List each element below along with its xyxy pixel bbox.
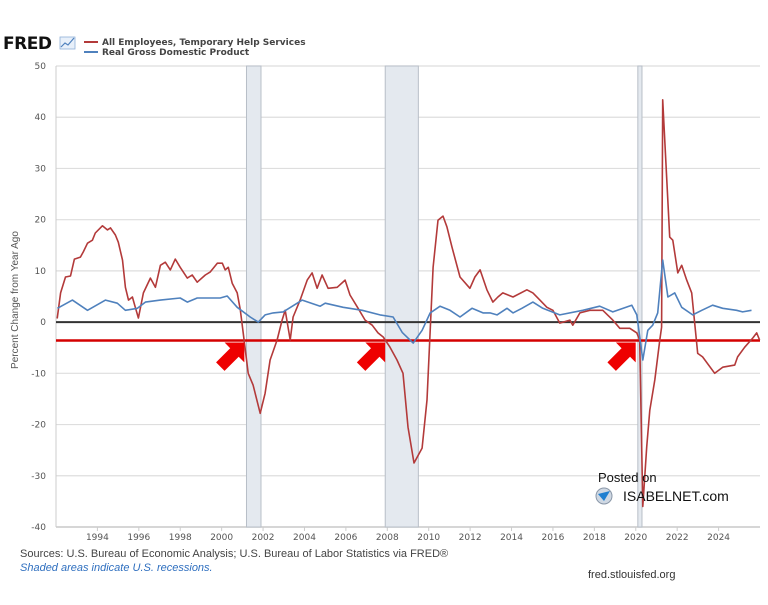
red-arrow-icon: [356, 342, 386, 371]
recession-band: [384, 65, 419, 528]
y-tick-label: 50: [35, 62, 47, 72]
y-tick-labels: 50 40 30 20 10 0 -10 -20 -30 -40: [31, 62, 46, 533]
x-tick-label: 1994: [86, 533, 109, 543]
x-tick-label: 2022: [666, 533, 689, 543]
watermark: Posted on ISABELNET.com: [595, 470, 729, 505]
reference-lines: [56, 321, 760, 342]
recession-band: [637, 65, 643, 528]
y-tick-label: -40: [31, 523, 46, 533]
x-tick-label: 1998: [169, 533, 192, 543]
arrow-shape: [607, 342, 636, 371]
arrow-shape: [356, 342, 386, 371]
isabelnet-logo-icon: [595, 487, 613, 505]
y-tick-label: 40: [35, 113, 47, 123]
x-tick-label: 1996: [127, 533, 150, 543]
recession-band: [245, 65, 262, 528]
x-tick-label: 2016: [541, 533, 564, 543]
legend: All Employees, Temporary Help Services R…: [84, 38, 306, 58]
x-tick-label: 2000: [210, 533, 233, 543]
watermark-site: ISABELNET.com: [623, 488, 729, 504]
fred-chart-icon: [59, 36, 76, 50]
y-tick-label: -30: [31, 472, 46, 482]
header: FRED All Employees, Temporary Help Servi…: [3, 34, 306, 58]
x-tick-label: 2006: [334, 533, 357, 543]
x-tick-label: 2024: [707, 533, 730, 543]
y-axis-label: Percent Change from Year Ago: [10, 231, 21, 369]
x-tick-label: 2002: [252, 533, 275, 543]
y-tick-label: 30: [35, 164, 47, 174]
x-tick-label: 2012: [459, 533, 482, 543]
series-line-gdp: [57, 259, 752, 361]
x-tick-label: 2014: [500, 533, 523, 543]
legend-label-temp-help: All Employees, Temporary Help Services: [102, 38, 306, 48]
x-tick-label: 2020: [624, 533, 647, 543]
x-tick-label: 2018: [583, 533, 606, 543]
red-arrow-icon: [216, 342, 245, 371]
y-tick-label: 20: [35, 216, 47, 226]
series-line-temp-help: [56, 99, 761, 508]
series-lines: [56, 99, 761, 508]
y-tick-label: -20: [31, 421, 46, 431]
watermark-posted-on: Posted on: [598, 470, 657, 485]
fred-site-link[interactable]: fred.stlouisfed.org: [588, 569, 675, 581]
fred-logo[interactable]: FRED: [3, 34, 52, 54]
y-tick-label: -10: [31, 369, 46, 379]
arrow-shape: [216, 342, 245, 371]
annotation-arrows: [216, 342, 636, 371]
footer: Sources: U.S. Bureau of Economic Analysi…: [20, 548, 675, 581]
sources-text: Sources: U.S. Bureau of Economic Analysi…: [20, 548, 448, 560]
x-tick-label: 2010: [417, 533, 440, 543]
recession-shading: [245, 65, 643, 528]
red-arrow-icon: [607, 342, 636, 371]
x-tick-labels: 1994 1996 1998 2000 2002 2004 2006 2008 2010 2012…: [86, 533, 730, 543]
x-tick-label: 2004: [293, 533, 316, 543]
y-tick-label: 10: [35, 267, 47, 277]
legend-label-gdp: Real Gross Domestic Product: [102, 48, 250, 58]
y-tick-label: 0: [40, 318, 46, 328]
recession-note: Shaded areas indicate U.S. recessions.: [20, 562, 213, 574]
x-tick-label: 2008: [376, 533, 399, 543]
